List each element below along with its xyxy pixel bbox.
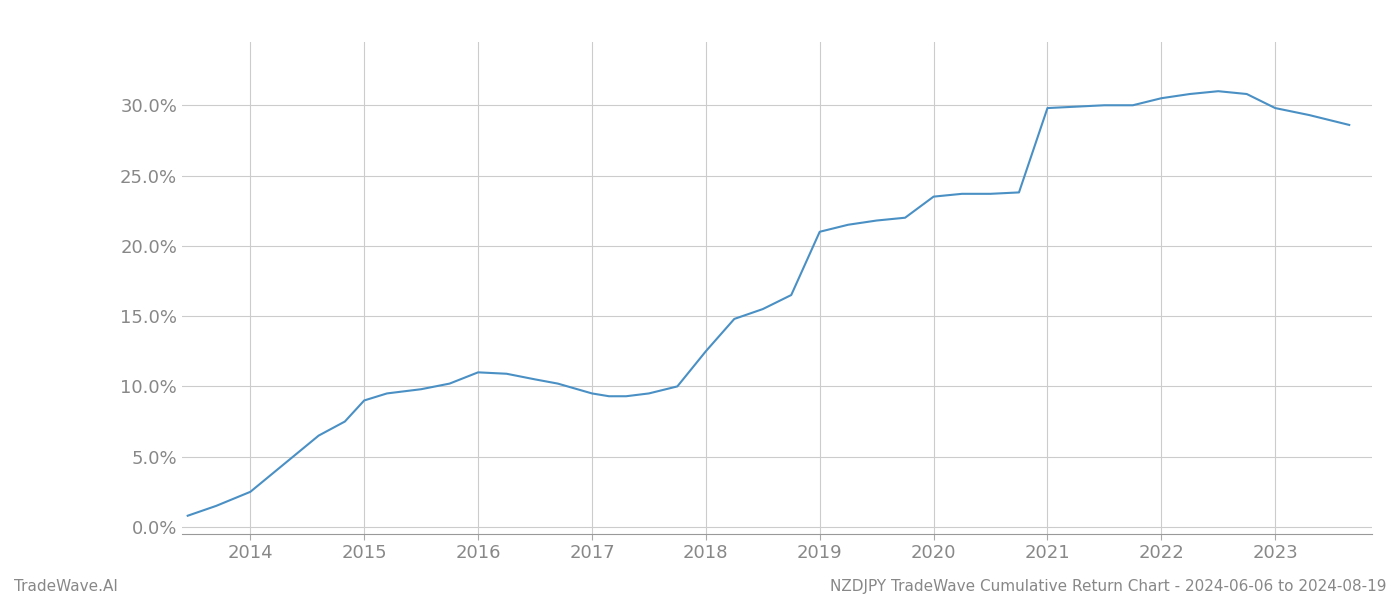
Text: NZDJPY TradeWave Cumulative Return Chart - 2024-06-06 to 2024-08-19: NZDJPY TradeWave Cumulative Return Chart… xyxy=(829,579,1386,594)
Text: TradeWave.AI: TradeWave.AI xyxy=(14,579,118,594)
